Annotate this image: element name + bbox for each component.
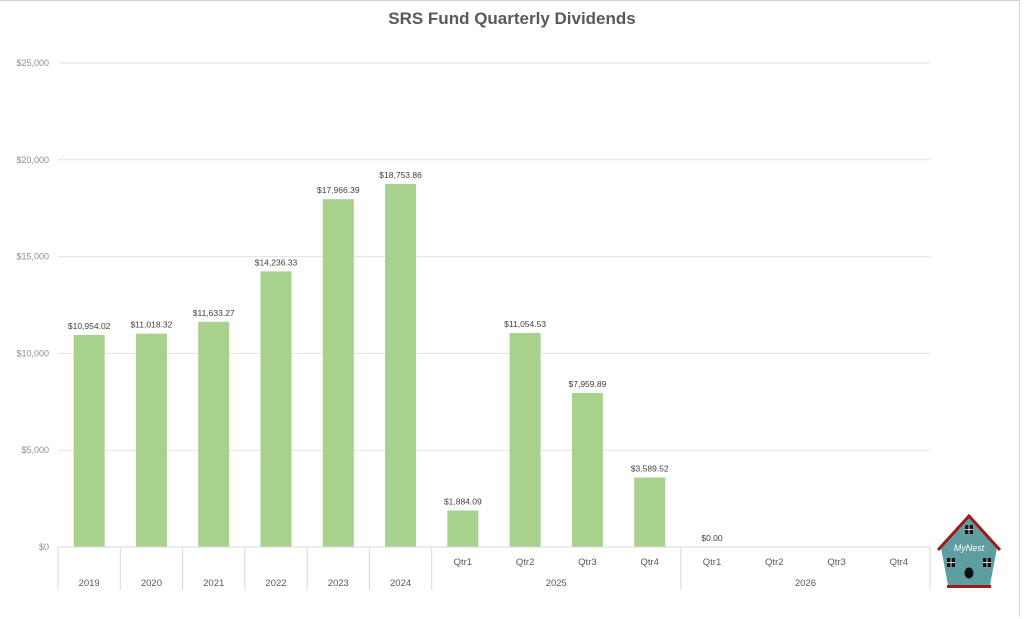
x-tick-label: Qtr3 — [827, 557, 845, 568]
x-tick-label: 2022 — [265, 578, 286, 589]
x-tick-label: Qtr3 — [578, 557, 596, 568]
data-label: $1,884.09 — [444, 497, 482, 507]
data-label: $0.00 — [701, 533, 723, 543]
x-tick-label: Qtr1 — [454, 557, 472, 568]
bar — [571, 392, 603, 547]
x-tick-label: 2019 — [79, 578, 100, 589]
x-tick-label: Qtr1 — [703, 557, 721, 568]
y-tick-label: $10,000 — [16, 348, 49, 358]
birdhouse-icon — [941, 518, 997, 585]
y-tick-label: $0 — [39, 542, 49, 552]
chart-title: SRS Fund Quarterly Dividends — [388, 9, 636, 28]
y-tick-label: $15,000 — [16, 252, 49, 262]
x-tick-label: 2021 — [203, 578, 224, 589]
bar — [260, 271, 292, 547]
y-tick-label: $25,000 — [16, 58, 49, 68]
x-tick-label: 2024 — [390, 578, 411, 589]
bar — [73, 334, 105, 547]
x-tick-label: 2023 — [328, 578, 349, 589]
bar — [322, 199, 354, 547]
mynest-logo: MyNest — [936, 513, 1002, 588]
y-tick-label: $20,000 — [16, 155, 49, 165]
x-tick-label: Qtr4 — [640, 557, 658, 568]
data-label: $10,954.02 — [68, 321, 111, 331]
bar — [634, 477, 666, 547]
x-tick-label: Qtr2 — [765, 557, 783, 568]
y-tick-label: $5,000 — [21, 445, 49, 455]
bar — [509, 332, 541, 547]
x-group-label: 2026 — [795, 578, 816, 589]
data-label: $11,633.27 — [193, 308, 235, 318]
data-label: $14,236.33 — [255, 257, 298, 267]
bar — [198, 321, 230, 547]
x-group-label: 2025 — [546, 578, 567, 589]
data-label: $18,753.86 — [379, 170, 422, 180]
data-label: $11,018.32 — [130, 320, 172, 330]
roof — [936, 513, 1002, 552]
bar — [135, 333, 167, 547]
logo-text: MyNest — [954, 543, 985, 553]
data-label: $11,054.53 — [504, 319, 546, 329]
data-label: $3,589.52 — [631, 464, 669, 474]
data-label: $17,966.39 — [317, 185, 360, 195]
x-tick-label: 2020 — [141, 578, 162, 589]
bar — [385, 183, 417, 547]
x-tick-label: Qtr4 — [890, 557, 908, 568]
x-tick-label: Qtr2 — [516, 557, 534, 568]
bar — [447, 510, 479, 547]
data-label: $7,959.89 — [569, 379, 607, 389]
